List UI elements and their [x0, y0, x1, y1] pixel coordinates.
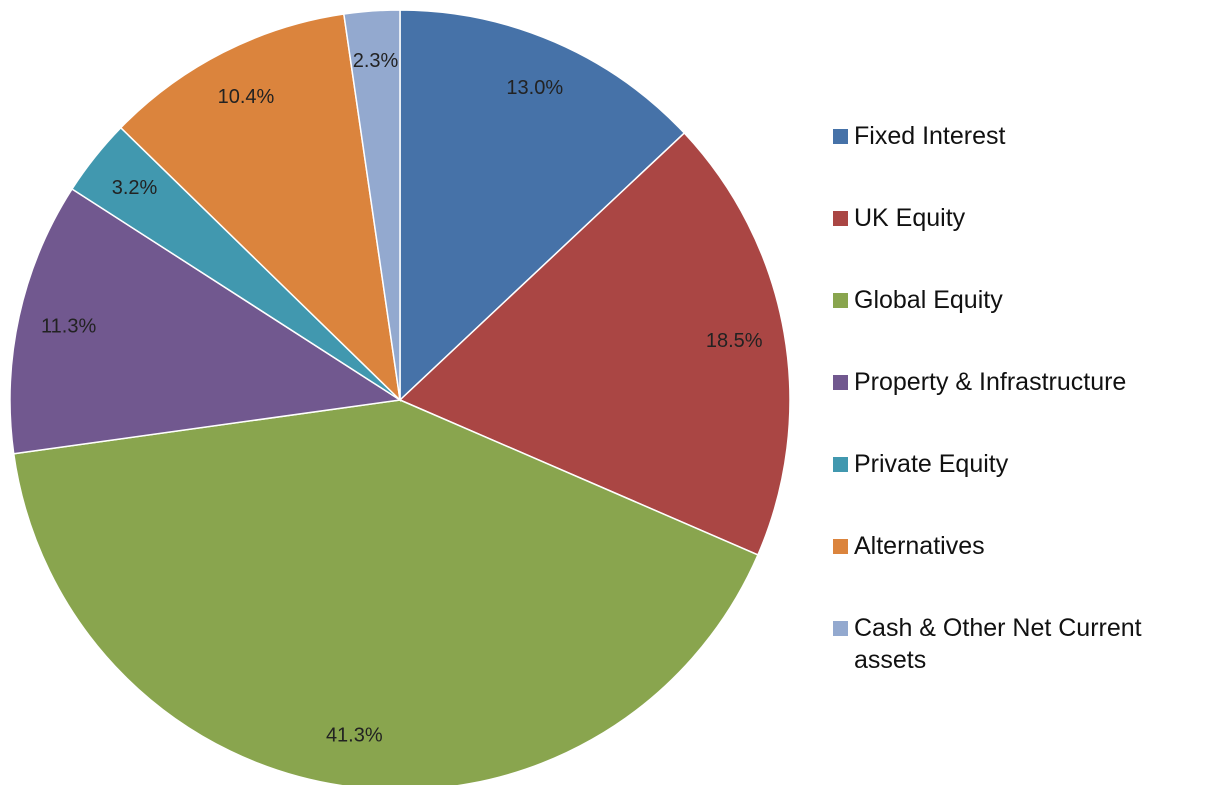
data-label: 2.3%: [353, 50, 399, 72]
legend-item: Property & Infrastructure: [833, 366, 1183, 448]
pie-slice: [119, 13, 402, 403]
legend-swatch: [833, 129, 848, 144]
legend: Fixed Interest UK Equity Global Equity Prop…: [833, 120, 1183, 694]
legend-swatch: [833, 375, 848, 390]
data-label: 13.0%: [506, 77, 563, 99]
legend-item: Private Equity: [833, 448, 1183, 530]
legend-item: Alternatives: [833, 530, 1183, 612]
pie-slice: [399, 9, 686, 402]
legend-item: UK Equity: [833, 202, 1183, 284]
legend-swatch: [833, 539, 848, 554]
legend-label: Fixed Interest: [854, 122, 1006, 150]
legend-label: Property & Infrastructure: [854, 368, 1127, 396]
legend-swatch: [833, 457, 848, 472]
chart: 13.0% 18.5% 41.3% 11.3% 3.2% 10.4% 2.3%: [9, 9, 791, 785]
data-label: 11.3%: [41, 315, 96, 337]
data-label: 10.4%: [218, 86, 275, 108]
legend-swatch: [833, 211, 848, 226]
legend-label: Cash & Other Net Current assets: [854, 614, 1142, 674]
legend-item: Global Equity: [833, 284, 1183, 366]
pie-slice: [12, 399, 759, 785]
data-label: 41.3%: [326, 724, 383, 746]
legend-label: UK Equity: [854, 204, 966, 232]
legend-swatch: [833, 621, 848, 636]
legend-label: Alternatives: [854, 532, 985, 560]
pie-slice: [9, 187, 403, 455]
data-label: 3.2%: [112, 177, 158, 199]
legend-label: Global Equity: [854, 286, 1003, 314]
pie-slice: [398, 131, 791, 556]
pie-slice: [342, 9, 401, 401]
data-label: 18.5%: [706, 330, 763, 352]
legend-item: Fixed Interest: [833, 120, 1183, 202]
legend-item: Cash & Other Net Current assets: [833, 612, 1183, 694]
legend-label: Private Equity: [854, 450, 1009, 478]
legend-swatch: [833, 293, 848, 308]
